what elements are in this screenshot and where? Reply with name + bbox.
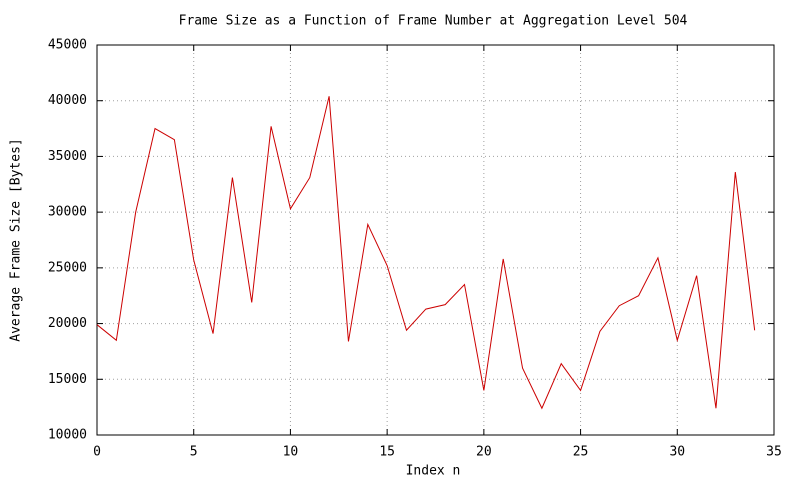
y-tick-label: 35000 xyxy=(48,149,87,164)
y-tick-label: 20000 xyxy=(48,316,87,331)
chart-title: Frame Size as a Function of Frame Number… xyxy=(179,14,688,29)
x-tick-label: 35 xyxy=(766,445,782,460)
y-tick-label: 45000 xyxy=(48,38,87,53)
x-tick-label: 0 xyxy=(93,445,101,460)
y-tick-label: 30000 xyxy=(48,205,87,220)
data-line xyxy=(96,96,756,410)
x-tick-label: 30 xyxy=(669,445,685,460)
plot-frame xyxy=(96,44,775,436)
x-tick-label: 15 xyxy=(379,445,395,460)
x-tick-label: 25 xyxy=(573,445,589,460)
x-axis-label: Index n xyxy=(406,464,461,479)
y-tick-label: 25000 xyxy=(48,260,87,275)
y-axis-label: Average Frame Size [Bytes] xyxy=(9,138,24,342)
x-tick-label: 20 xyxy=(476,445,492,460)
x-tick-label: 5 xyxy=(190,445,198,460)
y-tick-label: 15000 xyxy=(48,372,87,387)
x-tick-label: 10 xyxy=(283,445,299,460)
y-tick-label: 10000 xyxy=(48,428,87,443)
y-tick-label: 40000 xyxy=(48,93,87,108)
